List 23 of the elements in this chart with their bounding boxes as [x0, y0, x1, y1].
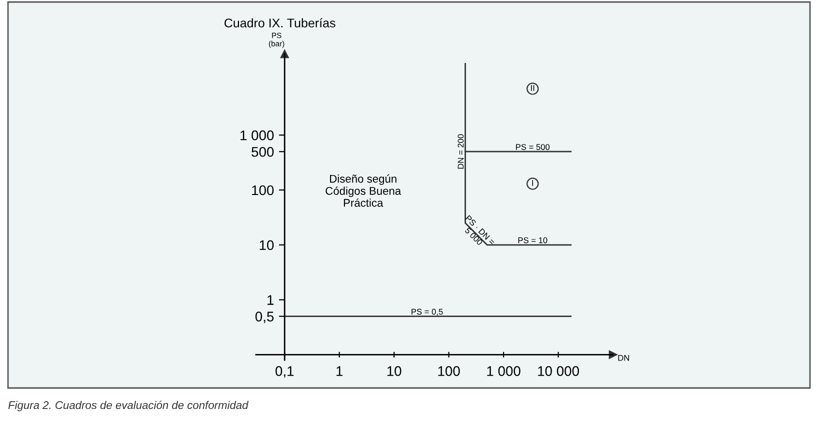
annotation: I: [532, 180, 534, 186]
y-tick-label: 1: [268, 295, 274, 305]
annotation: PS = 0,5: [412, 308, 443, 316]
annotation: PS = 10: [518, 237, 548, 244]
x-tick-label: 100: [438, 366, 460, 376]
y-tick-label: 10: [260, 240, 274, 250]
x-tick-label: 1 000: [487, 366, 520, 376]
y-tick-label: 500: [252, 146, 274, 157]
annotation: Diseño según Códigos Buena Práctica: [326, 174, 402, 207]
text: Figura 2. Cuadros de evaluación de conformidad: [8, 400, 249, 412]
y-tick-label: 0,5: [255, 312, 274, 324]
x-axis-title: DN: [618, 354, 629, 361]
y-tick-label: 1 000: [240, 130, 274, 140]
chart-title: Cuadro IX. Tuberías: [224, 18, 336, 28]
x-tick-label: 10: [387, 366, 402, 376]
y-tick-label: 100: [252, 185, 274, 196]
x-tick-label: 1: [336, 366, 343, 376]
x-tick-label: 0,1: [276, 366, 294, 378]
x-tick-label: 10 000: [538, 366, 579, 376]
annotation: II: [531, 85, 534, 91]
annotation: PS · DN = 5 000: [464, 215, 496, 246]
annotation: DN = 200: [458, 134, 464, 169]
annotation: PS = 500: [516, 144, 550, 150]
